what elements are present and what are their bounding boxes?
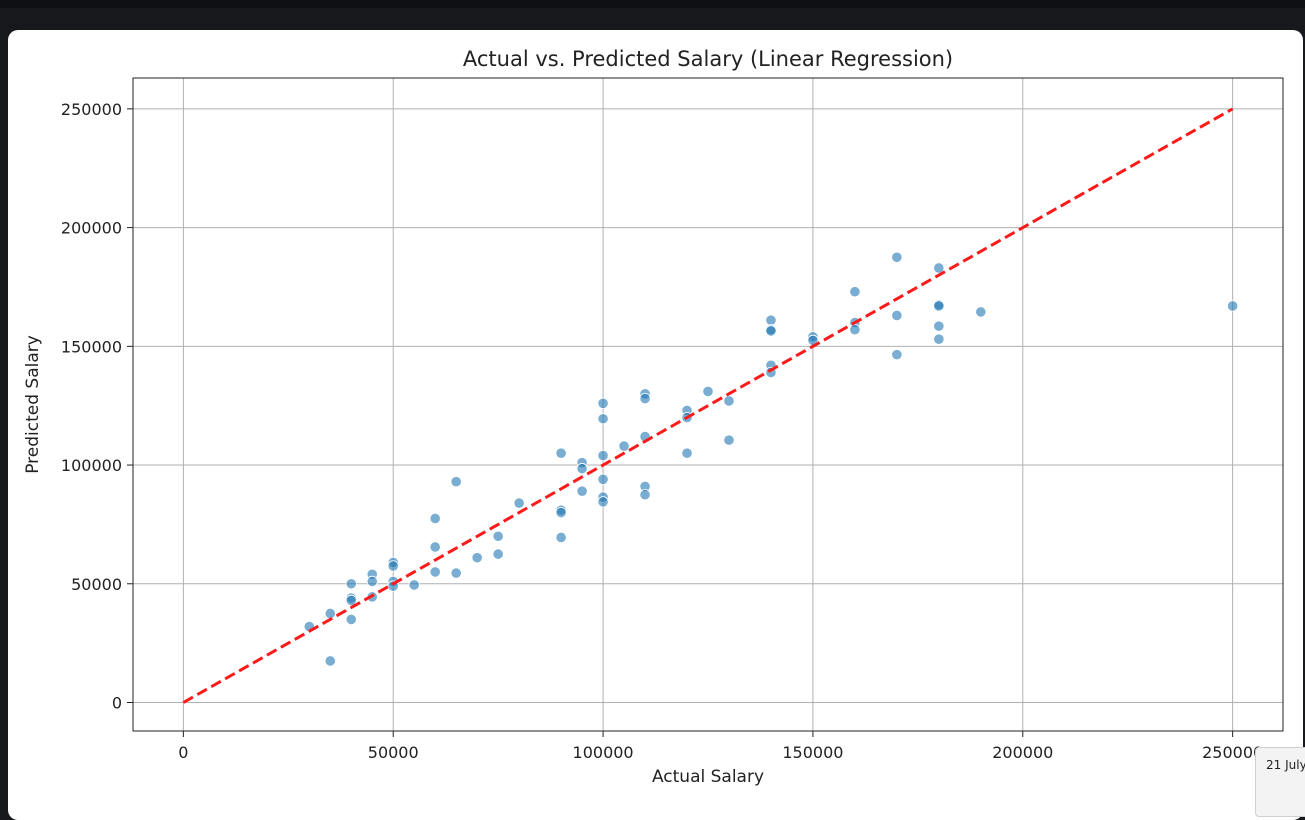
data-point — [324, 607, 336, 620]
data-point — [765, 325, 777, 337]
data-point — [597, 449, 609, 462]
data-point — [639, 489, 651, 501]
window-top-bar — [0, 0, 1305, 8]
data-point — [345, 613, 357, 625]
y-tick-label: 0 — [112, 694, 122, 713]
data-point — [639, 392, 651, 405]
data-point — [933, 300, 945, 312]
data-point — [576, 463, 588, 475]
plot-frame — [132, 77, 1284, 732]
chart-title: Actual vs. Predicted Salary (Linear Regr… — [463, 47, 953, 71]
data-point — [324, 655, 336, 667]
data-point — [849, 286, 861, 298]
data-point — [387, 560, 399, 572]
data-point — [933, 320, 945, 332]
data-points — [303, 251, 1239, 667]
data-point — [618, 440, 630, 452]
chart-card: 0 50000 100000 150000 200000 250000 0 50000 100… — [8, 30, 1303, 820]
y-axis-label: Predicted Salary — [23, 335, 43, 474]
data-point — [597, 496, 609, 508]
x-tick-label: 150000 — [782, 743, 843, 762]
data-point — [723, 395, 735, 407]
data-point — [975, 306, 987, 318]
data-point — [723, 434, 735, 446]
y-tick-label: 250000 — [61, 100, 122, 119]
data-point — [576, 485, 588, 497]
data-point — [345, 578, 357, 590]
data-point — [597, 397, 609, 409]
data-point — [1227, 300, 1239, 312]
x-tick-label: 50000 — [368, 743, 419, 762]
y-tick-label: 100000 — [61, 456, 122, 475]
data-point — [555, 447, 567, 459]
data-point — [492, 530, 504, 542]
data-point — [450, 567, 462, 579]
data-point — [429, 566, 441, 578]
data-point — [450, 476, 462, 488]
data-point — [849, 324, 861, 336]
reference-line — [182, 107, 1234, 704]
data-point — [345, 594, 357, 607]
x-tick-label: 200000 — [992, 743, 1053, 762]
x-axis-label: Actual Salary — [652, 767, 764, 787]
data-point — [555, 531, 567, 544]
x-tick-label: 250000 — [1202, 743, 1263, 762]
data-point — [891, 309, 903, 322]
data-point — [429, 512, 441, 525]
y-axis-ticks: 0 50000 100000 150000 200000 250000 — [61, 100, 133, 713]
x-tick-label: 100000 — [573, 743, 634, 762]
data-point — [513, 497, 525, 509]
data-point — [471, 552, 483, 564]
data-point — [408, 579, 420, 591]
data-point — [933, 333, 945, 345]
data-point — [765, 314, 777, 326]
data-point — [702, 385, 714, 398]
data-point — [597, 413, 609, 425]
data-point — [492, 548, 504, 560]
x-tick-label: 0 — [178, 743, 188, 762]
data-point — [891, 251, 903, 263]
tooltip-text: 21 July — [1266, 758, 1305, 772]
data-point — [597, 473, 609, 485]
data-point — [429, 541, 441, 553]
y-tick-label: 200000 — [61, 219, 122, 238]
date-tooltip: 21 July — [1255, 747, 1305, 817]
data-point — [933, 262, 945, 274]
data-point — [366, 575, 378, 588]
x-axis-ticks: 0 50000 100000 150000 200000 250000 — [178, 731, 1263, 762]
data-point — [555, 506, 567, 519]
y-tick-label: 150000 — [61, 337, 122, 356]
data-point — [681, 447, 693, 459]
y-tick-label: 50000 — [71, 575, 122, 594]
scatter-chart: 0 50000 100000 150000 200000 250000 0 50000 100… — [23, 47, 1284, 787]
data-point — [891, 349, 903, 361]
grid-lines — [133, 78, 1283, 731]
